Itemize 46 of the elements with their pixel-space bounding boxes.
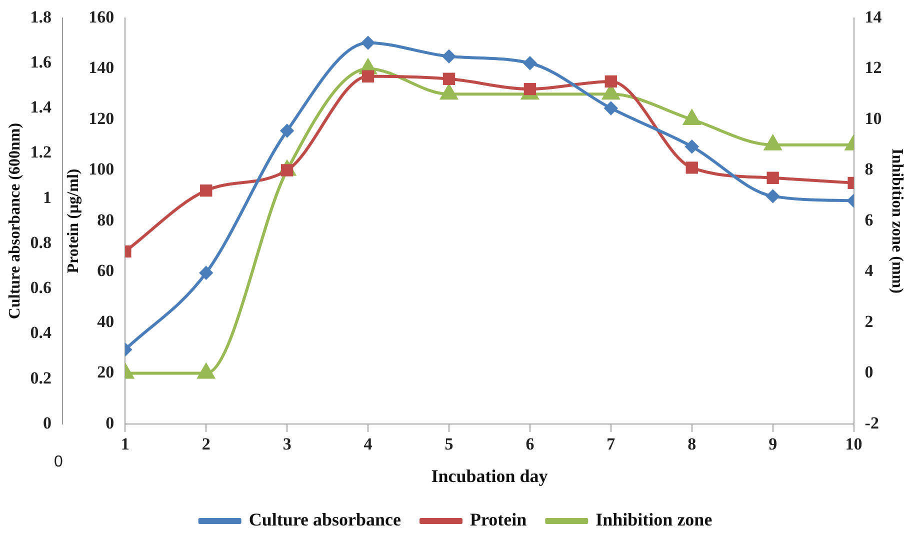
y2-tick-label: 0 [864, 362, 874, 382]
y-tick-label: 60 [97, 261, 114, 280]
y3-tick-label: 0.8 [30, 232, 52, 252]
y2-tick-label: 8 [864, 160, 874, 179]
x-tick-label: 6 [526, 434, 534, 454]
y3-tick-label: 0.2 [30, 368, 52, 388]
x-tick-label: 4 [364, 434, 373, 454]
y3-tick-label: 1.2 [30, 142, 52, 162]
x-tick-label: 8 [688, 434, 696, 454]
x-tick-label: 5 [444, 434, 454, 454]
y-tick-label: 20 [97, 362, 114, 382]
y-tick-label: 100 [88, 160, 114, 179]
y2-tick-label: 6 [864, 210, 874, 230]
y-tick-label: 120 [88, 108, 114, 128]
x-tick-label: 9 [768, 434, 778, 454]
y3-tick-label: 1 [42, 188, 52, 207]
y3-tick-label: 1.6 [30, 52, 52, 72]
y2-tick-label: 12 [864, 58, 882, 78]
x-tick-label: 3 [282, 434, 292, 454]
y3-tick-label: 1.8 [30, 7, 52, 26]
y3-tick-label: 0.6 [30, 278, 52, 298]
y-tick-label: 160 [88, 7, 114, 26]
y-tick-label: 40 [97, 312, 114, 331]
x-axis-title: Incubation day [431, 466, 548, 486]
y2-axis-title: Inhibition zone (mm) [888, 148, 906, 294]
x-tick-label: 10 [845, 434, 862, 454]
x-tick-label: 1 [120, 434, 130, 454]
text: 0 [54, 453, 63, 470]
y3-tick-label: 1.4 [30, 98, 52, 117]
x-tick-label: 2 [202, 434, 210, 454]
x-tick-label: 7 [606, 434, 616, 454]
y2-tick-label: 2 [864, 312, 874, 331]
legend-label: Culture absorbance [248, 510, 402, 530]
y2-tick-label: -2 [864, 413, 879, 432]
y2-tick-label: 14 [864, 7, 882, 26]
y3-tick-label: 0.4 [30, 323, 52, 342]
y-tick-label: 140 [88, 58, 114, 78]
y-tick-label: 80 [97, 210, 114, 230]
y2-tick-label: 4 [864, 261, 874, 280]
y3-axis-title: Culture absorbance (600nm) [6, 122, 24, 320]
y3-tick-label: 0 [42, 413, 52, 432]
y-tick-label: 0 [106, 413, 114, 432]
y2-tick-label: 10 [864, 108, 882, 128]
legend-label: Protein [470, 510, 527, 530]
legend-label: Inhibition zone [596, 510, 712, 530]
y-axis-title: Protein (µg/ml) [65, 168, 82, 274]
